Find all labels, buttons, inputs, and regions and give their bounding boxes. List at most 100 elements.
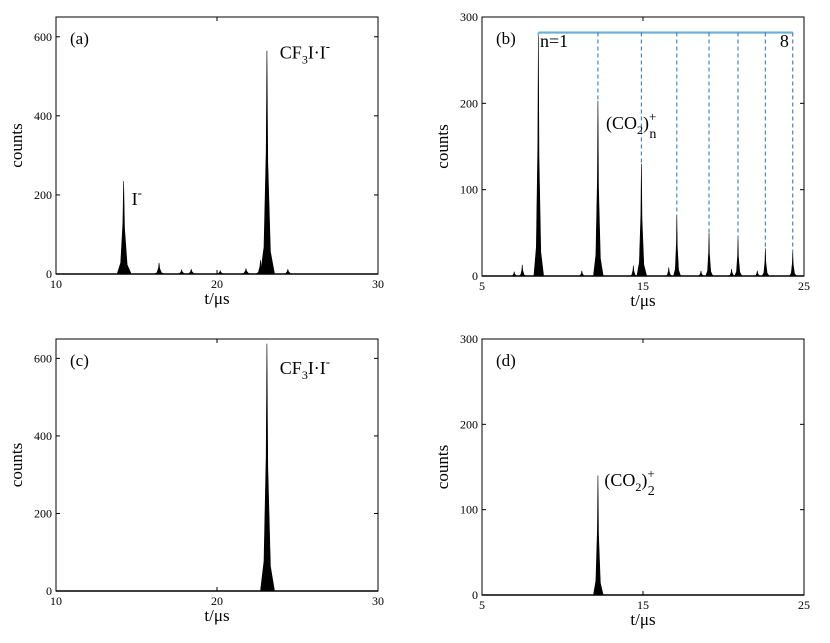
annotation-text: CF: [280, 358, 302, 378]
peak: [518, 264, 527, 277]
y-tick-label: 100: [460, 183, 478, 197]
peak: [636, 163, 648, 277]
annotation-text: ): [641, 470, 647, 491]
y-tick-label: 100: [460, 503, 478, 517]
peak: [593, 475, 604, 596]
x-tick-label: 15: [637, 279, 649, 293]
peak: [260, 343, 275, 592]
y-tick-label: 600: [34, 351, 52, 365]
y-tick-label: 300: [460, 10, 478, 24]
peak: [664, 267, 673, 277]
peak-annotation: (CO2)+ 2: [604, 466, 654, 499]
peak-annotation: n=1: [540, 31, 568, 51]
annotation-superscript: +: [649, 109, 656, 124]
panel-label: (c): [70, 351, 89, 370]
peak: [629, 265, 638, 277]
y-tick-label: 600: [34, 30, 52, 44]
peak: [593, 100, 604, 277]
annotation-text: n=1: [540, 31, 568, 51]
x-axis-label: t/μs: [630, 291, 655, 310]
y-tick-label: 0: [46, 584, 52, 598]
x-tick-label: 10: [50, 594, 62, 608]
x-tick-label: 25: [798, 598, 810, 612]
peak: [533, 35, 544, 277]
axes-frame: [55, 16, 379, 275]
y-tick-label: 0: [472, 269, 478, 283]
y-tick-label: 400: [34, 429, 52, 443]
annotation-text: ): [643, 113, 649, 134]
x-tick-label: 20: [211, 277, 223, 291]
peak: [761, 248, 770, 277]
peak: [116, 181, 132, 275]
peak-annotation: CF3I·I-: [280, 354, 330, 382]
peak: [283, 269, 294, 275]
annotation-subscript: 2: [637, 123, 643, 137]
x-tick-label: 5: [479, 598, 485, 612]
peak: [734, 238, 743, 277]
y-tick-label: 400: [34, 109, 52, 123]
annotation-text: I: [132, 189, 138, 209]
x-tick-label: 15: [637, 598, 649, 612]
peak-annotation: CF3I·I-: [280, 39, 330, 67]
y-tick-label: 200: [34, 188, 52, 202]
annotation-subscript: 2: [635, 480, 641, 494]
x-axis-label: t/μs: [204, 289, 229, 308]
annotation-superscript: -: [138, 185, 142, 200]
y-axis-label: counts: [7, 123, 26, 167]
y-axis-label: counts: [433, 124, 452, 168]
peak-annotation: (CO2)+ n: [606, 109, 656, 142]
peak-annotation: 8: [780, 31, 789, 51]
peak: [154, 262, 165, 275]
annotation-text: (CO: [606, 113, 637, 134]
y-tick-label: 200: [460, 96, 478, 110]
panel-b: 5 15 25 0 100 200 300 t/μs counts (b) n=1 8 (CO2)+ n: [433, 10, 810, 310]
peak: [789, 251, 798, 277]
annotation-text: (CO: [604, 470, 635, 491]
axes-frame: [55, 338, 379, 592]
peak: [673, 214, 681, 277]
x-tick-label: 20: [211, 594, 223, 608]
x-tick-label: 30: [372, 277, 384, 291]
annotation-subscript: 2: [648, 484, 655, 499]
y-axis-label: counts: [433, 445, 452, 489]
annotation-text: CF: [280, 43, 302, 63]
x-tick-label: 30: [372, 594, 384, 608]
y-tick-label: 200: [34, 506, 52, 520]
x-tick-label: 25: [798, 279, 810, 293]
annotation-superscript: +: [647, 466, 654, 481]
peak: [754, 270, 762, 277]
panel-label: (b): [496, 29, 516, 48]
annotation-text: 8: [780, 31, 789, 51]
peak: [186, 269, 197, 275]
y-tick-label: 300: [460, 332, 478, 346]
annotation-subscript: 3: [302, 368, 308, 382]
peak: [728, 269, 736, 277]
x-tick-label: 5: [479, 279, 485, 293]
peak: [260, 50, 275, 275]
peak: [705, 232, 714, 277]
peak: [697, 270, 705, 277]
peak: [241, 268, 252, 275]
peak: [578, 270, 586, 277]
x-tick-label: 10: [50, 277, 62, 291]
annotation-subscript: n: [649, 127, 656, 142]
annotation-text: I·I: [308, 43, 326, 63]
axes-frame: [481, 338, 805, 596]
peak-annotation: I-: [132, 185, 142, 209]
annotation-subscript: 3: [302, 53, 308, 67]
y-tick-label: 0: [472, 588, 478, 602]
annotation-text: I·I: [308, 358, 326, 378]
panel-label: (a): [70, 29, 89, 48]
annotation-superscript: -: [326, 39, 330, 54]
x-axis-label: t/μs: [630, 610, 655, 629]
y-tick-label: 0: [46, 267, 52, 281]
y-tick-label: 200: [460, 417, 478, 431]
annotation-superscript: -: [326, 354, 330, 369]
x-axis-label: t/μs: [204, 606, 229, 625]
panel-c: 10 20 30 0 200 400 600 t/μs counts (c) CF3I·I-: [7, 338, 384, 625]
y-axis-label: counts: [7, 443, 26, 487]
panel-label: (d): [496, 351, 516, 370]
